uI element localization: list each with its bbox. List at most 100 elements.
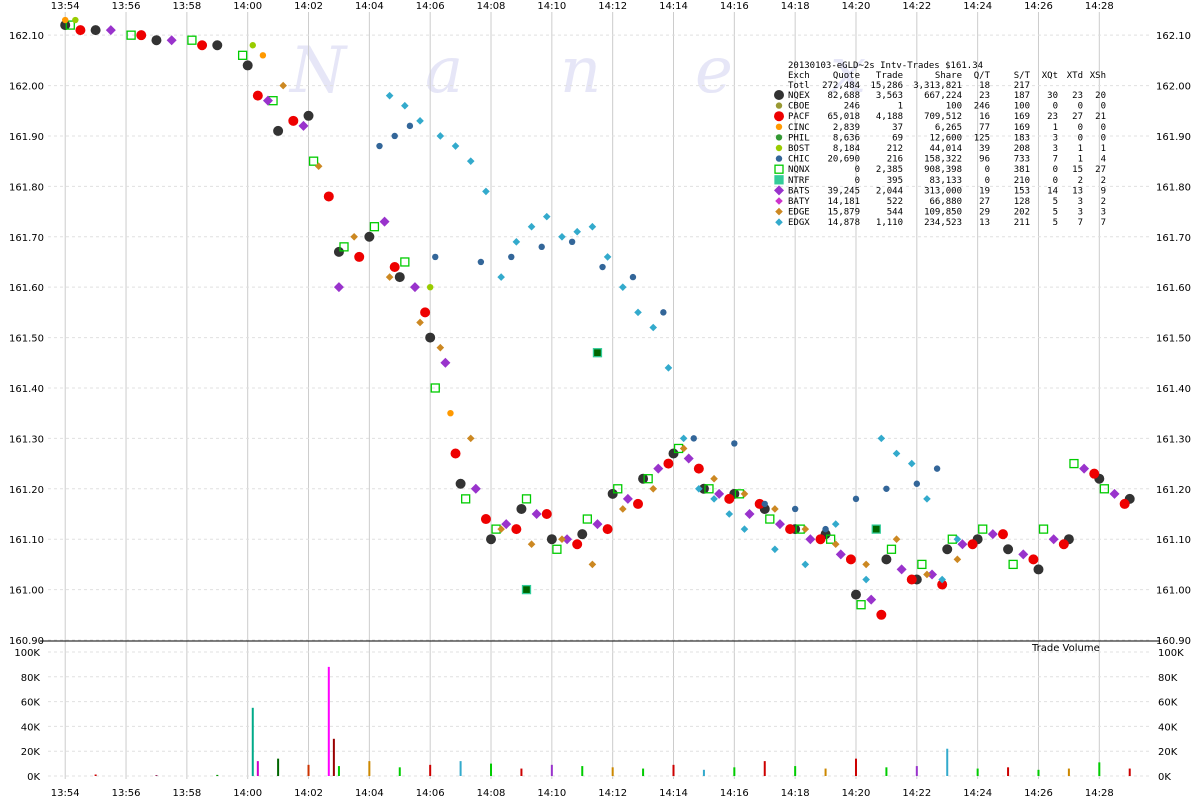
point-bats [531,508,542,519]
x-tick-label-bottom: 14:20 [842,788,871,799]
point-nqex [273,125,284,136]
y-tick-label-left: 161.50 [9,334,44,345]
point-pacf [602,524,613,535]
point-nqnx [917,559,927,570]
x-tick-label-bottom: 14:06 [416,788,445,799]
point-edgx [497,273,505,281]
point-edgx [679,434,688,443]
volume-bar [94,774,97,776]
point-chic [629,273,637,281]
x-tick-label-bottom: 14:28 [1085,788,1114,799]
legend-row: 208 [1014,144,1030,154]
legend-row: 30 [1047,91,1058,101]
y-tick-label-right: 161.50 [1156,334,1191,345]
y-tick-label-left: 161.70 [9,233,44,244]
point-bats [927,569,938,580]
point-nqex [212,40,223,51]
point-bats [166,35,177,46]
point-nqex [1033,564,1044,575]
legend-row: 0 [1078,102,1083,112]
point-edgx [558,232,566,241]
legend-marker-bats [774,185,784,196]
point-edge [649,484,658,493]
legend-row: BATY [788,197,810,207]
legend-header: Exch [788,71,810,81]
point-chic [731,440,738,447]
point-bats [409,282,420,293]
legend-row: 27 [979,197,990,207]
legend-marker-nqex [774,90,784,100]
legend-row: 3 [1053,144,1058,154]
point-chic [690,435,697,442]
legend-marker-cinc [775,123,783,130]
volume-bar [398,767,401,776]
x-tick-label-bottom: 13:54 [51,788,80,799]
legend-row: 1 [1078,155,1083,165]
x-tick-label-top: 14:14 [659,1,688,12]
point-edgx [664,364,673,372]
volume-tick-label-left: 20K [21,747,41,758]
x-tick-label-top: 14:24 [963,1,992,12]
volume-bar [885,767,888,776]
point-bost [249,42,256,49]
point-chic [391,132,398,140]
point-nqex [425,332,436,343]
legend-marker-baty [775,197,783,205]
legend-row: 3 [1078,197,1083,207]
volume-bar [251,707,254,776]
y-tick-label-left: 161.80 [9,182,44,193]
legend-row: 15 [1072,165,1083,175]
legend-row: 3 [1078,208,1083,218]
point-edgx [603,253,612,261]
point-nqnx [552,544,562,554]
legend-row: 4,188 [876,112,903,122]
x-tick-label-top: 14:16 [720,1,749,12]
legend-row: 96 [979,155,990,165]
volume-bar [277,758,280,776]
legend-row: 29 [979,208,990,218]
point-edgx [542,212,551,221]
legend-row: NQNX [788,165,810,175]
legend-marker-nqnx [774,164,784,174]
volume-axis-title: Trade Volume [1031,643,1100,654]
legend-row: 0 [1053,176,1058,186]
point-edgx [862,575,870,584]
legend-row: 169 [1014,123,1030,133]
watermark-letter: N [288,34,348,108]
legend-row: BATS [788,186,810,196]
y-tick-label-left: 161.40 [9,384,44,395]
legend-row: 246 [974,102,990,112]
y-tick-label-right: 160.90 [1156,636,1191,647]
legend-total-row: Totl [788,81,810,91]
point-bats [835,549,846,560]
x-tick-label-bottom: 14:22 [902,788,931,799]
y-tick-label-left: 161.20 [9,485,44,496]
point-ntrf [871,524,881,534]
point-nqnx [521,494,532,504]
legend-header: Q/T [974,71,991,81]
legend-row: 20 [1095,91,1106,101]
point-nqnx [1099,484,1110,494]
point-nqex [638,473,649,484]
volume-tick-label-left: 80K [21,673,41,684]
point-edge [527,540,536,549]
point-edgx [907,459,916,468]
x-tick-label-bottom: 14:14 [659,788,688,799]
legend-row: 128 [1014,197,1030,207]
point-pacf [354,251,365,262]
point-bats [1048,534,1059,545]
chart-title: 20130103-eGLD~2s Intv-Trades $161.34 [788,61,983,71]
point-edgx [831,520,840,528]
volume-bar [1098,762,1101,776]
point-edgx [588,222,597,231]
point-nqnx [886,544,897,554]
y-tick-label-left: 162.10 [9,31,44,42]
point-chic [508,253,515,261]
legend-row: PACF [788,112,810,122]
legend-header: XSh [1090,71,1106,81]
point-bats [683,453,694,464]
x-tick-label-top: 14:04 [355,1,384,12]
legend-row: 100 [946,102,962,112]
legend-row: NTRF [788,176,810,186]
point-pacf [1058,539,1069,550]
